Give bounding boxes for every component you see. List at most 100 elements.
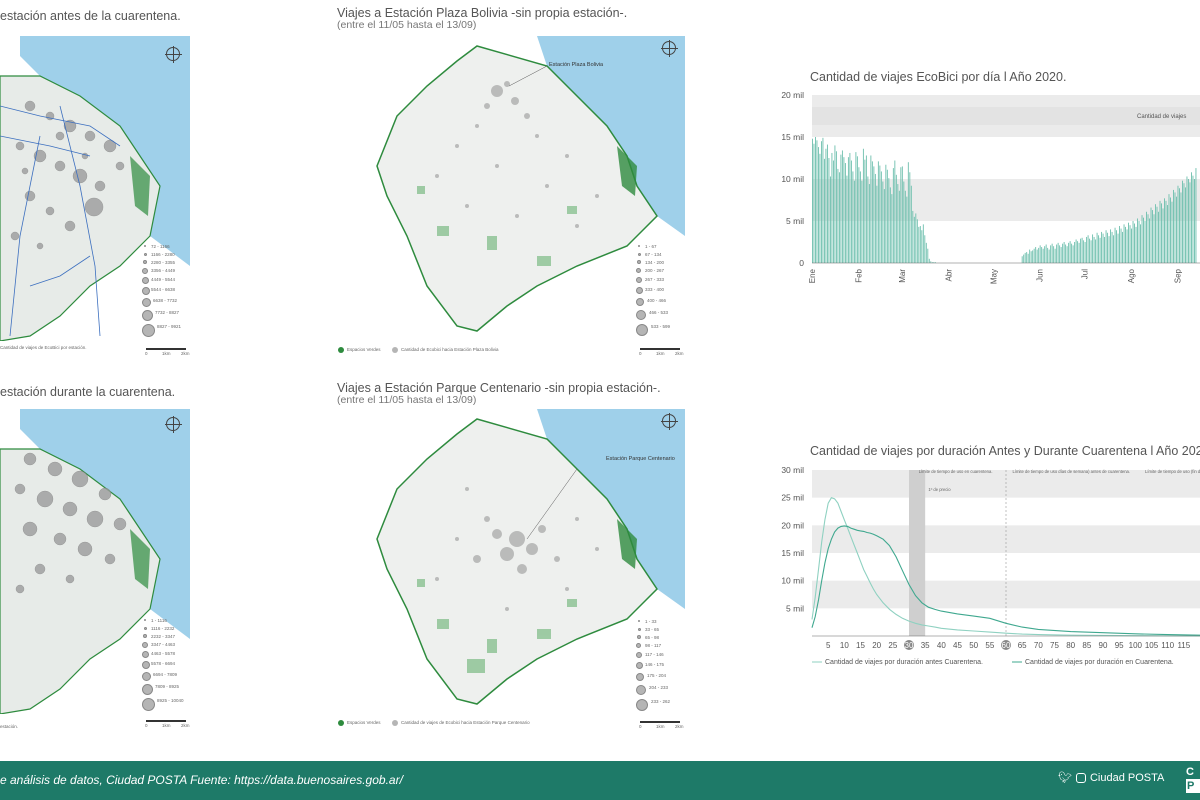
bar [834,145,836,263]
bar [1186,176,1188,263]
bar [903,181,905,263]
bar [1177,185,1179,263]
map-centenario-title: Viajes a Estación Parque Centenario -sin… [337,381,661,395]
y-tick-label: 15 mil [781,548,804,558]
bar [1180,192,1182,263]
bar [1045,244,1047,263]
map-bolivia-title: Viajes a Estación Plaza Bolivia -sin pro… [337,6,628,20]
map-centenario-legend-grey: Cantidad de viajes de Ecobici hacia Esta… [392,720,530,726]
bar [835,151,837,263]
bar [1170,197,1171,263]
map-centenario-legend: 1 - 33 33 - 65 65 - 98 98 - 117 117 - 14… [636,619,686,719]
map-before-caption: Cantidad de viajes de EcoBici por estaci… [0,345,87,350]
bar [1069,241,1071,263]
bar [1117,233,1119,263]
x-tick-label: May [989,269,998,284]
bar [837,168,839,263]
bar [1042,248,1044,263]
bar [1093,236,1095,263]
bar [1146,211,1147,263]
bar [918,226,920,263]
bar [825,148,827,263]
bar [1071,243,1073,263]
x-tick-label: Feb [854,268,863,282]
bar [862,148,864,263]
bar [1137,218,1138,263]
bar [1189,182,1191,263]
bar [1119,226,1121,263]
bar [880,171,882,263]
bar [889,187,891,263]
bar [1072,245,1074,263]
bar [868,184,870,263]
bar [1131,228,1132,263]
bar [1047,247,1049,263]
bar [1023,254,1025,263]
bar [817,147,819,263]
bar [865,155,867,263]
bar [849,152,851,263]
ciudad-posta-logo: C P [1186,765,1200,796]
bar [1194,179,1195,263]
bar [1162,208,1164,263]
bar [1179,188,1180,263]
x-tick-label: 20 [872,641,881,650]
bar [1143,217,1144,263]
bar [841,150,843,263]
bar [873,166,875,263]
twitter-icon[interactable]: 🐦︎ [1058,772,1072,784]
bar [819,153,821,263]
bar [922,224,924,263]
bar [916,219,918,263]
bar [1027,253,1029,263]
bar [858,167,860,263]
bar [1098,235,1100,263]
footer-bar: e análisis de datos, Ciudad POSTA Fuente… [0,761,1200,800]
bar [1156,206,1158,263]
y-tick-label: 5 mil [786,603,804,613]
map-before-title: estación antes de la cuarentena. [0,9,181,23]
x-tick-label: 15 [856,641,865,650]
legend-band [812,107,1200,125]
map-during-compass-icon [165,416,182,433]
bar [1044,246,1046,263]
map-centenario-scale: 0 1km 2km [639,721,685,731]
bar [886,169,888,263]
bar [888,178,890,263]
bar [927,248,929,263]
bar [840,154,842,263]
legend-label: Cantidad de viajes por duración antes Cu… [825,659,983,666]
bar [894,160,896,263]
series-line [811,497,1200,637]
x-tick-label: 95 [1115,641,1124,650]
bar [1185,187,1186,263]
x-tick-label: Ene [808,268,817,283]
bar [895,174,897,263]
x-tick-label: 90 [1099,641,1108,650]
bar [1152,210,1153,263]
bar [1104,236,1106,263]
map-during-caption: estación. [0,724,19,729]
bar [1048,249,1050,263]
y-tick-label: 5 mil [786,216,804,226]
bar [1167,205,1168,263]
bar [823,158,825,263]
bar [1060,247,1062,263]
y-tick-label: 25 mil [781,493,804,503]
bar [883,189,885,263]
bar [832,160,834,263]
quarantine-limit-band [909,470,926,636]
bar [1065,244,1067,263]
bar [871,161,873,263]
bar [1141,215,1143,263]
bar [1096,232,1098,263]
instagram-icon[interactable] [1075,772,1086,783]
bar [1075,239,1077,263]
y-tick-label: 10 mil [781,576,804,586]
series-line [811,525,1200,636]
bar [1168,194,1170,263]
x-tick-label: 45 [953,641,962,650]
footer-brand[interactable]: 🐦︎ Ciudad POSTA [1058,771,1164,785]
map-during-scale: 0 1km 2km [145,720,191,730]
bar [1035,247,1037,263]
